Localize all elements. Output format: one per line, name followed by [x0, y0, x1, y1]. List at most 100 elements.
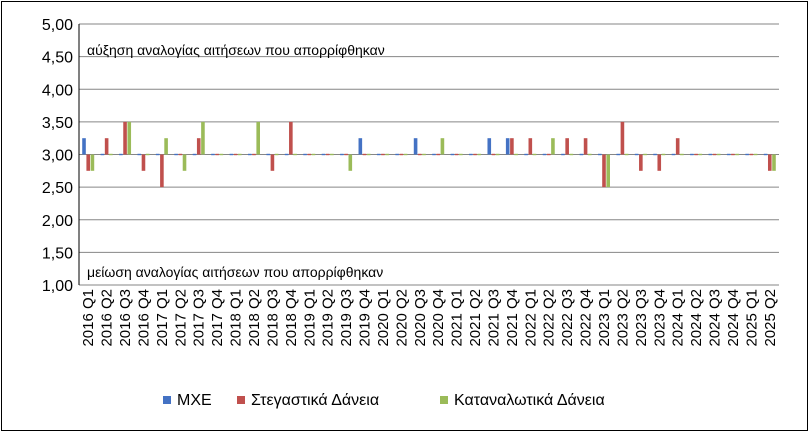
bar: [348, 154, 353, 171]
bar: [708, 153, 713, 156]
y-tick-label: 4,00: [42, 82, 73, 99]
x-tick-label: 2016 Q3: [117, 289, 134, 347]
y-tick-label: 5,00: [42, 17, 73, 34]
x-tick-label: 2024 Q2: [688, 289, 705, 347]
bar: [763, 153, 768, 156]
bar: [528, 138, 533, 155]
bar: [661, 153, 666, 156]
x-tick-label: 2018 Q4: [283, 289, 300, 347]
bar: [745, 153, 749, 156]
bar: [381, 153, 385, 156]
bar: [123, 121, 127, 155]
x-tick-label: 2018 Q3: [264, 289, 281, 347]
bar: [477, 153, 482, 156]
x-tick-label: 2019 Q4: [357, 289, 374, 347]
x-tick-label: 2023 Q4: [651, 289, 668, 347]
bar: [546, 153, 551, 156]
x-tick-label: 2020 Q2: [393, 289, 410, 347]
bar: [141, 154, 146, 171]
x-tick-label: 2022 Q4: [578, 289, 595, 347]
bar: [487, 138, 492, 155]
bar: [643, 153, 647, 156]
legend-label: ΜΧΕ: [177, 392, 212, 409]
bar: [293, 153, 297, 156]
bar: [145, 153, 150, 156]
x-tick-label: 2016 Q1: [80, 289, 97, 347]
bar: [266, 153, 271, 156]
bar: [330, 153, 334, 156]
bar: [395, 153, 399, 156]
legend: ΜΧΕ Στεγαστικά Δάνεια Καταναλωτικά Δάνεια: [163, 392, 605, 409]
bar: [237, 153, 242, 156]
bar: [495, 153, 500, 156]
bar: [602, 154, 606, 188]
bar: [436, 153, 441, 156]
bar: [196, 138, 201, 155]
x-tick-label: 2017 Q2: [172, 289, 189, 347]
bar: [192, 153, 197, 156]
bar: [104, 138, 109, 155]
bar: [524, 153, 528, 156]
bar: [731, 153, 735, 156]
x-tick-label: 2020 Q3: [412, 289, 429, 347]
y-tick-label: 1,50: [42, 245, 73, 262]
x-tick-label: 2018 Q2: [246, 289, 263, 347]
bar: [137, 153, 142, 156]
y-tick-label: 1,00: [42, 278, 73, 295]
bar: [403, 153, 408, 156]
y-tick-label: 2,50: [42, 180, 73, 197]
bar: [454, 153, 459, 156]
bar: [307, 153, 312, 156]
bar: [459, 153, 463, 156]
bar: [362, 153, 367, 156]
bar: [358, 138, 363, 155]
legend-swatch: [440, 396, 448, 404]
bar: [583, 138, 588, 155]
bar: [160, 154, 164, 188]
bar: [417, 153, 422, 156]
bar: [450, 153, 455, 156]
bar: [289, 121, 293, 155]
bar: [551, 138, 555, 155]
bar: [624, 153, 629, 156]
bar: [634, 153, 639, 156]
bar: [229, 153, 234, 156]
x-tick-label: 2018 Q1: [228, 289, 245, 347]
x-tick-label: 2017 Q3: [191, 289, 208, 347]
x-tick-label: 2016 Q4: [135, 289, 152, 347]
legend-swatch: [237, 396, 245, 404]
bar: [569, 153, 574, 156]
bar: [639, 154, 643, 171]
bar: [616, 153, 621, 156]
legend-label: Καταναλωτικά Δάνεια: [454, 392, 605, 409]
bar: [432, 153, 436, 156]
bar: [726, 153, 731, 156]
x-tick-label: 2016 Q2: [99, 289, 116, 347]
bar: [284, 153, 289, 156]
bar: [182, 154, 187, 171]
x-tick-label: 2019 Q2: [320, 289, 337, 347]
x-tick-label: 2019 Q1: [301, 289, 318, 347]
bar: [671, 153, 676, 156]
bar: [749, 153, 754, 156]
x-tick-label: 2025 Q1: [743, 289, 760, 347]
y-tick-label: 2,00: [42, 213, 73, 230]
bar: [712, 153, 717, 156]
bar: [252, 153, 256, 156]
bar: [274, 153, 279, 156]
x-tick-label: 2024 Q4: [725, 289, 742, 347]
x-tick-label: 2025 Q2: [762, 289, 779, 347]
bar: [422, 153, 426, 156]
bar: [100, 153, 105, 156]
bar: [505, 138, 510, 155]
x-tick-label: 2020 Q4: [430, 289, 447, 347]
x-tick-label: 2023 Q2: [614, 289, 631, 347]
bar: [127, 121, 132, 155]
bar: [598, 153, 602, 156]
bar: [90, 154, 95, 171]
x-tick-label: 2024 Q1: [670, 289, 687, 347]
bar: [735, 153, 739, 156]
bar: [303, 153, 307, 156]
x-tick-label: 2023 Q3: [633, 289, 650, 347]
